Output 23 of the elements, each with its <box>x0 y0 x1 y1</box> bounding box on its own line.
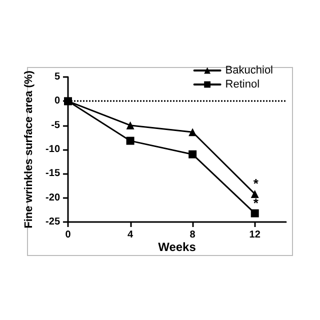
y-tick-label: -10 <box>46 144 60 155</box>
x-tick-label: 8 <box>190 230 196 240</box>
point <box>188 150 197 158</box>
y-axis-title: Fine wrinkles surface area (%) <box>23 70 36 228</box>
legend-label: Retinol <box>225 78 260 90</box>
point <box>126 121 134 130</box>
x-axis-title: Weeks <box>158 240 196 254</box>
legend-label: Bakuchiol <box>225 64 274 76</box>
x-tick-label: 4 <box>128 230 134 240</box>
y-tick-label: 5 <box>54 72 60 82</box>
y-tick-label: -5 <box>51 120 60 131</box>
y-tick-label: 0 <box>54 96 60 107</box>
point <box>188 128 197 136</box>
point <box>250 209 259 218</box>
point <box>250 190 259 198</box>
annotation: * <box>253 195 260 210</box>
x-tick-label: 12 <box>249 230 261 240</box>
x-tick-label: 0 <box>65 230 72 240</box>
y-tick-label: -15 <box>46 168 60 180</box>
annotation: * <box>253 176 260 191</box>
point <box>126 136 134 145</box>
y-tick-label: -20 <box>46 192 60 204</box>
y-tick-label: -25 <box>46 216 60 228</box>
